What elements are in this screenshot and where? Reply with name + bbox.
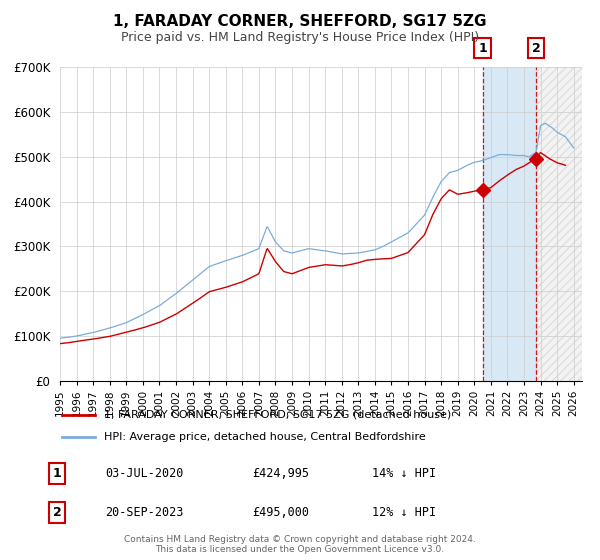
Text: HPI: Average price, detached house, Central Bedfordshire: HPI: Average price, detached house, Cent…: [104, 432, 426, 442]
Bar: [536, 67, 582, 381]
Text: Price paid vs. HM Land Registry's House Price Index (HPI): Price paid vs. HM Land Registry's House …: [121, 31, 479, 44]
Text: 1: 1: [478, 41, 487, 55]
Text: 1, FARADAY CORNER, SHEFFORD, SG17 5ZG (detached house): 1, FARADAY CORNER, SHEFFORD, SG17 5ZG (d…: [104, 409, 451, 419]
Text: £495,000: £495,000: [252, 506, 309, 519]
Text: 14% ↓ HPI: 14% ↓ HPI: [372, 466, 436, 480]
Text: 20-SEP-2023: 20-SEP-2023: [105, 506, 184, 519]
Text: 1, FARADAY CORNER, SHEFFORD, SG17 5ZG: 1, FARADAY CORNER, SHEFFORD, SG17 5ZG: [113, 14, 487, 29]
Text: £424,995: £424,995: [252, 466, 309, 480]
Text: 2: 2: [532, 41, 541, 55]
Text: 2: 2: [53, 506, 61, 519]
Text: 12% ↓ HPI: 12% ↓ HPI: [372, 506, 436, 519]
Text: Contains HM Land Registry data © Crown copyright and database right 2024.
This d: Contains HM Land Registry data © Crown c…: [124, 535, 476, 554]
Text: 03-JUL-2020: 03-JUL-2020: [105, 466, 184, 480]
Bar: [482, 67, 536, 381]
Text: 1: 1: [53, 466, 61, 480]
